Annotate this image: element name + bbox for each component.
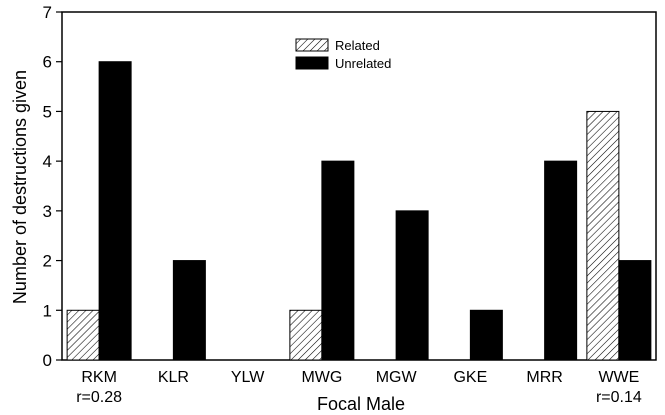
bar-unrelated-klr: [172, 260, 206, 361]
bar-related-wwe: [586, 110, 620, 361]
bar-unrelated-mgw: [395, 210, 429, 361]
x-tick-note: r=0.28: [76, 389, 122, 406]
bar-unrelated-mwg: [321, 160, 355, 361]
x-tick-label: MGW: [376, 369, 418, 386]
plot-area: [61, 11, 657, 361]
bar-unrelated-wwe: [618, 260, 652, 361]
legend-label-related: Related: [335, 38, 380, 53]
legend-label-unrelated: Unrelated: [335, 56, 391, 71]
x-axis-label: Focal Male: [317, 394, 405, 414]
y-tick-label: 7: [43, 3, 52, 22]
y-axis-label: Number of destructions given: [10, 70, 30, 304]
y-tick-label: 5: [43, 102, 52, 121]
y-tick-label: 4: [43, 152, 52, 171]
y-tick-label: 0: [43, 351, 52, 370]
bars: [66, 61, 652, 361]
y-axis: 0 1 2 3 4 5 6 7: [43, 3, 62, 370]
x-tick-label: GKE: [453, 369, 487, 386]
y-tick-label: 3: [43, 202, 52, 221]
x-tick-label: WWE: [598, 369, 639, 386]
bar-related-rkm: [66, 309, 100, 361]
x-tick-label: YLW: [231, 369, 265, 386]
plot-frame: [61, 11, 657, 361]
bar-unrelated-mrr: [544, 160, 578, 361]
legend-swatch-related: [295, 38, 329, 52]
x-tick-label: RKM: [81, 369, 117, 386]
x-tick-label: MWG: [301, 369, 342, 386]
bar-related-mwg: [289, 309, 323, 361]
bar-unrelated-gke: [469, 309, 503, 361]
x-axis: RKM r=0.28 KLR YLW MWG MGW GKE MRR WWE r=0.14: [76, 369, 642, 406]
x-tick-note: r=0.14: [596, 389, 642, 406]
y-tick-label: 1: [43, 301, 52, 320]
legend: Related Unrelated: [295, 38, 391, 71]
bar-unrelated-rkm: [98, 61, 132, 361]
x-tick-label: MRR: [526, 369, 562, 386]
y-tick-label: 6: [43, 53, 52, 72]
legend-swatch-unrelated: [295, 56, 329, 70]
y-tick-label: 2: [43, 252, 52, 271]
x-tick-label: KLR: [158, 369, 189, 386]
